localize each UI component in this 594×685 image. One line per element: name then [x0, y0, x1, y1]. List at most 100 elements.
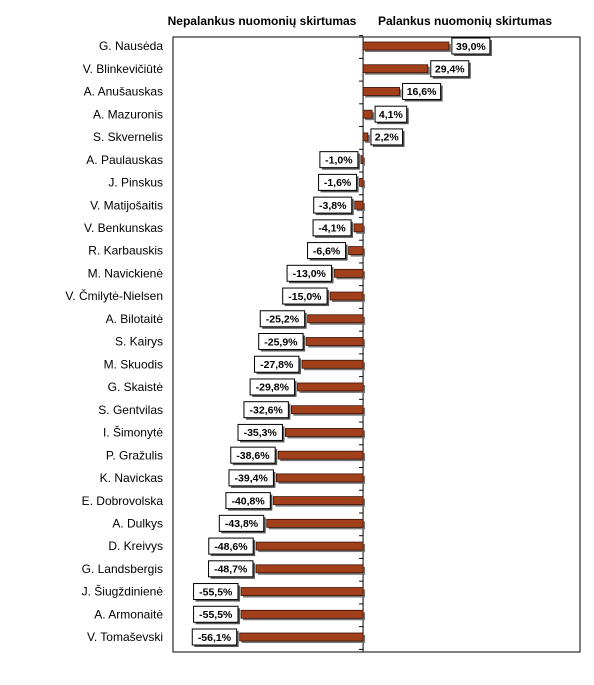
value-label-box	[307, 242, 347, 260]
value-label-box	[208, 537, 254, 555]
value-label-box	[218, 514, 265, 532]
category-label: K. Navickas	[100, 471, 163, 485]
value-label: -25,2%	[266, 314, 300, 326]
category-label: D. Kreivys	[108, 539, 163, 553]
value-label: -32,6%	[250, 404, 284, 416]
value-label-box	[230, 446, 276, 464]
value-label: -35,3%	[244, 427, 278, 439]
right-heading: Palankus nuomonių skirtumas	[378, 14, 552, 28]
value-label: -15,0%	[288, 291, 322, 303]
bar	[272, 496, 364, 506]
bar	[290, 405, 364, 415]
value-label-box	[370, 128, 404, 146]
category-label: A. Bilotaitė	[106, 312, 164, 326]
value-label-box	[286, 264, 332, 282]
value-label: 16,6%	[407, 86, 437, 98]
bar	[301, 359, 364, 369]
bar	[255, 564, 364, 574]
value-label-box	[258, 333, 304, 350]
value-label: -13,0%	[293, 268, 327, 280]
value-label: -3,8%	[319, 200, 347, 212]
category-label: R. Karbauskis	[88, 244, 163, 258]
bar	[334, 268, 364, 278]
category-label: I. Šimonytė	[103, 425, 163, 440]
category-label: G. Skaistė	[108, 380, 164, 394]
value-label-box	[312, 219, 352, 237]
bar	[307, 314, 364, 324]
value-label-box	[208, 560, 254, 578]
category-label: J. Šiugždinienė	[82, 584, 164, 599]
value-label: -48,6%	[214, 541, 248, 553]
bar	[362, 132, 369, 142]
value-label: -29,8%	[256, 382, 290, 394]
category-label: V. Čmilytė-Nielsen	[65, 288, 163, 303]
category-label: S. Kairys	[115, 335, 163, 349]
value-label: -4,1%	[318, 223, 346, 235]
category-label: A. Paulauskas	[86, 153, 163, 167]
category-label: A. Dulkys	[112, 517, 163, 531]
value-label-box	[319, 151, 359, 169]
value-label: -27,8%	[260, 359, 294, 371]
value-label-box	[313, 196, 353, 214]
value-label-box	[193, 605, 239, 623]
bar	[277, 450, 364, 460]
value-label-box	[318, 173, 358, 191]
bar	[240, 609, 364, 619]
bar	[305, 337, 364, 346]
category-label: A. Armonaitė	[94, 607, 163, 621]
left-heading: Nepalankus nuomonių skirtumas	[168, 14, 357, 28]
bar	[240, 587, 364, 596]
bar	[362, 41, 450, 51]
bar	[362, 64, 429, 74]
bar	[255, 541, 364, 551]
value-label-box	[249, 378, 296, 396]
category-label: S. Gentvilas	[98, 403, 163, 417]
value-label-box	[237, 423, 283, 441]
bar	[360, 155, 364, 165]
bar	[362, 87, 400, 96]
value-label-box	[282, 287, 328, 305]
value-label: 2,2%	[375, 132, 400, 144]
value-label-box	[451, 37, 491, 55]
category-label: V. Matijošaitis	[90, 198, 163, 212]
bar	[354, 200, 364, 210]
value-label-box	[228, 469, 274, 487]
value-label-box	[225, 492, 271, 510]
value-label: -25,9%	[264, 336, 298, 348]
value-label: 39,0%	[456, 41, 486, 53]
bar	[362, 109, 373, 119]
value-label-box	[374, 105, 408, 123]
value-label: -48,7%	[214, 564, 248, 576]
value-label: -1,6%	[324, 177, 352, 189]
category-label: M. Navickienė	[88, 266, 164, 280]
value-label-box	[243, 401, 289, 419]
bar	[297, 382, 364, 392]
bar	[239, 632, 364, 642]
value-label: -56,1%	[198, 632, 232, 644]
bar	[285, 428, 364, 437]
category-label: V. Benkunskas	[84, 221, 163, 235]
value-label-box	[430, 60, 470, 78]
value-label-box	[254, 355, 300, 373]
value-label: -55,5%	[199, 609, 233, 621]
category-label: V. Tomaševski	[87, 630, 163, 644]
category-label: E. Dobrovolska	[82, 494, 164, 508]
value-label: -38,6%	[236, 450, 270, 462]
value-label: 29,4%	[435, 64, 465, 76]
value-label-box	[402, 82, 442, 100]
value-label: -55,5%	[199, 586, 233, 598]
category-label: G. Landsbergis	[82, 562, 163, 576]
value-label: -1,0%	[325, 154, 353, 166]
bar	[353, 223, 364, 233]
bar	[359, 177, 364, 187]
category-label: S. Skvernelis	[93, 130, 163, 144]
bar	[329, 291, 364, 301]
bar-shadow	[362, 157, 366, 166]
value-label: -40,8%	[231, 495, 265, 507]
category-label: A. Mazuronis	[93, 107, 163, 121]
value-label-box	[191, 628, 238, 646]
bar	[266, 518, 364, 528]
category-label: M. Skuodis	[104, 357, 163, 371]
